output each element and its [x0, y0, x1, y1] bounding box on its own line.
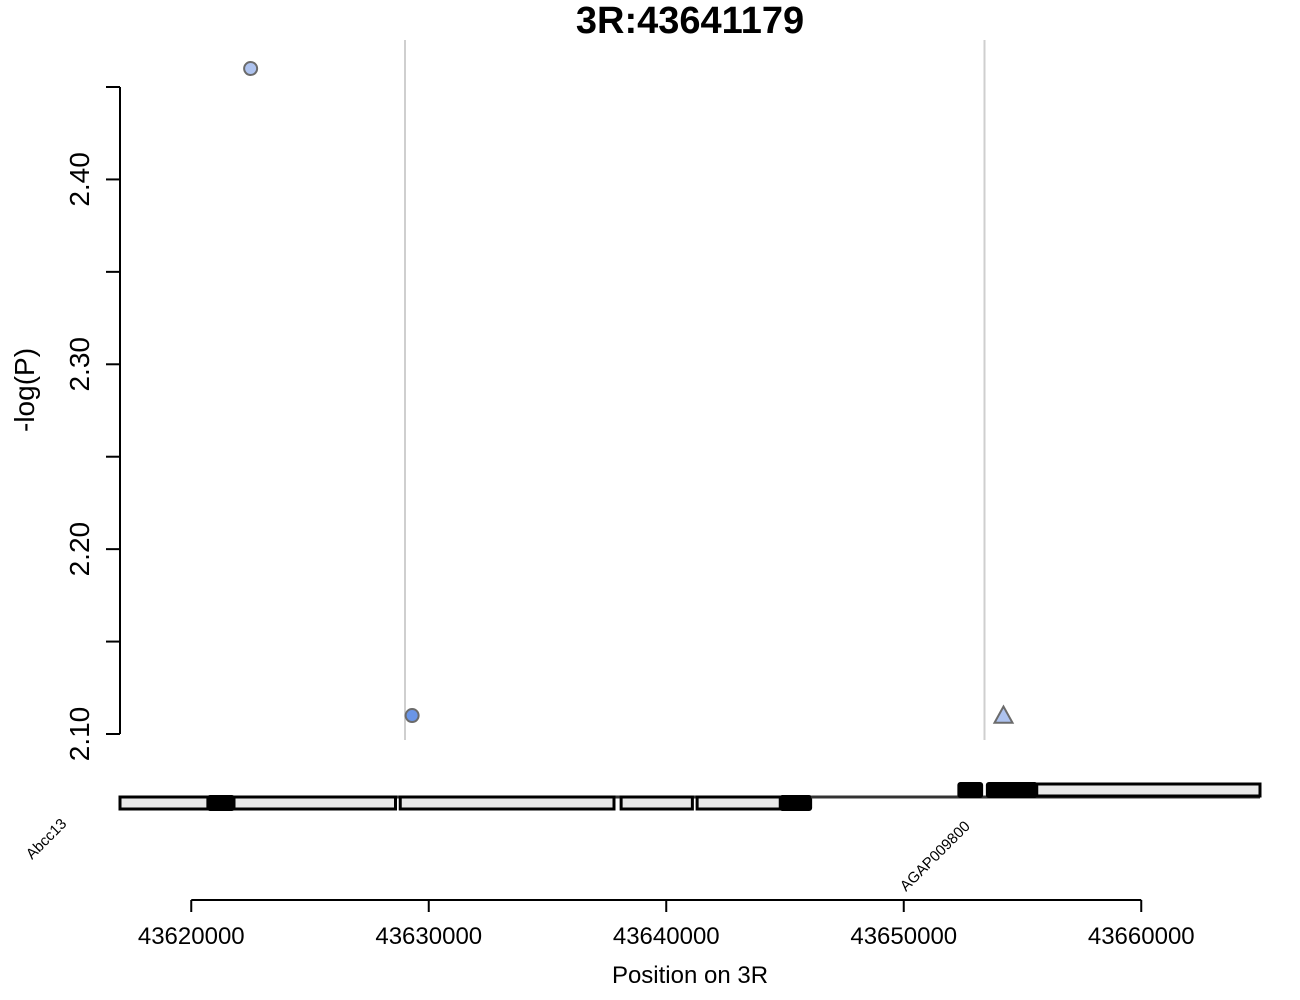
chart-title: 3R:43641179: [576, 0, 804, 42]
y-tick-label: 2.40: [64, 152, 95, 207]
x-axis-label: Position on 3R: [612, 962, 768, 989]
gene-utr: [1035, 782, 1262, 798]
gene-cds: [206, 795, 235, 811]
gene-cds: [985, 782, 1038, 798]
gene-cds: [957, 782, 984, 798]
data-point: [404, 708, 420, 724]
reference-lines: [404, 40, 986, 740]
gene-label: Abcc13: [23, 815, 70, 862]
y-tick-label: 2.10: [64, 707, 95, 762]
x-tick-label: 43660000: [1088, 923, 1195, 950]
x-tick-label: 43620000: [138, 923, 245, 950]
gene-track: Abcc13 AGAP009800: [23, 782, 1262, 895]
gene-utr: [118, 795, 210, 811]
gene-utr: [398, 795, 616, 811]
gene-label: AGAP009800: [897, 818, 974, 895]
x-tick-label: 43640000: [613, 923, 720, 950]
x-tick-label: 43630000: [375, 923, 482, 950]
data-points: [243, 61, 1015, 724]
x-tick-label: 43650000: [850, 923, 957, 950]
y-tick-label: 2.30: [64, 337, 95, 392]
data-point-triangle: [992, 704, 1015, 724]
gene-cds: [779, 795, 813, 811]
x-axis: 43620000 43630000 43640000 43650000 43660000: [138, 899, 1195, 950]
data-point: [243, 61, 259, 77]
gene-utr: [619, 795, 694, 811]
gene-utr: [695, 795, 782, 811]
gene-utr: [232, 795, 397, 811]
y-tick-label: 2.20: [64, 522, 95, 577]
y-axis: 2.10 2.20 2.30 2.40: [64, 86, 121, 762]
y-axis-label: -log(P): [9, 348, 40, 432]
